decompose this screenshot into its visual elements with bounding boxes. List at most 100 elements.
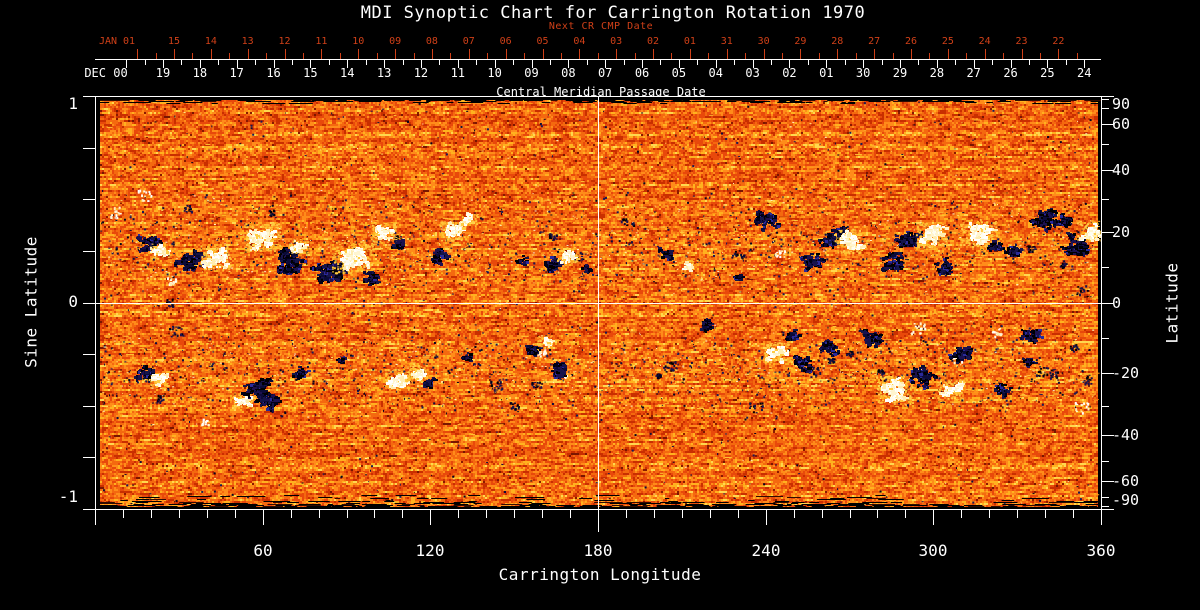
cmp-day-tick bbox=[420, 60, 422, 68]
next-cr-day-minor-tick bbox=[339, 53, 341, 59]
next-cr-day-tick bbox=[468, 49, 470, 59]
latitude-minor-tick bbox=[1102, 199, 1109, 200]
cmp-day-tick bbox=[678, 60, 680, 68]
longitude-minor-tick bbox=[514, 510, 515, 518]
cmp-month-label: DEC 00 bbox=[84, 66, 128, 80]
next-cr-day-minor-tick bbox=[1076, 53, 1078, 59]
latitude-tick-label: 60 bbox=[1112, 115, 1131, 133]
longitude-minor-tick bbox=[794, 510, 795, 518]
cmp-day-minor-tick bbox=[291, 60, 293, 65]
cmp-day-label: 27 bbox=[966, 66, 981, 80]
longitude-minor-tick bbox=[151, 510, 152, 518]
cmp-day-label: 19 bbox=[155, 66, 171, 80]
next-cr-day-minor-tick bbox=[524, 53, 526, 59]
next-cr-day-label: 23 bbox=[1015, 36, 1028, 47]
longitude-minor-tick bbox=[877, 510, 878, 518]
next-cr-day-label: 04 bbox=[573, 36, 586, 47]
cmp-day-minor-tick bbox=[513, 60, 515, 65]
cmp-day-minor-tick bbox=[992, 60, 994, 65]
cmp-day-tick bbox=[936, 60, 938, 68]
next-cr-day-label: 10 bbox=[352, 36, 365, 47]
next-cr-day-label: 31 bbox=[720, 36, 733, 47]
latitude-minor-tick bbox=[1102, 406, 1109, 407]
next-cr-day-tick bbox=[247, 49, 249, 59]
cmp-day-minor-tick bbox=[365, 60, 367, 65]
latitude-minor-tick bbox=[1102, 99, 1109, 100]
next-cr-day-minor-tick bbox=[929, 53, 931, 59]
next-cr-day-minor-tick bbox=[745, 53, 747, 59]
next-cr-day-minor-tick bbox=[818, 53, 820, 59]
next-cr-day-minor-tick bbox=[376, 53, 378, 59]
cmp-day-minor-tick bbox=[255, 60, 257, 65]
cmp-day-tick bbox=[199, 60, 201, 68]
latitude-tick bbox=[1102, 481, 1114, 482]
cmp-axis-line bbox=[95, 59, 1101, 60]
longitude-minor-tick bbox=[654, 510, 655, 518]
cmp-day-tick bbox=[273, 60, 275, 68]
latitude-tick bbox=[1102, 124, 1114, 125]
chart-title: MDI Synoptic Chart for Carrington Rotati… bbox=[360, 3, 866, 23]
sine-latitude-tick bbox=[83, 251, 95, 252]
next-cr-day-label: 28 bbox=[831, 36, 844, 47]
next-cr-day-minor-tick bbox=[487, 53, 489, 59]
longitude-tick bbox=[598, 510, 599, 532]
longitude-minor-tick bbox=[235, 510, 236, 518]
longitude-minor-tick bbox=[682, 510, 683, 518]
longitude-tick bbox=[766, 510, 767, 525]
next-cr-day-minor-tick bbox=[1003, 53, 1005, 59]
cmp-day-minor-tick bbox=[144, 60, 146, 65]
latitude-tick-label: -20 bbox=[1112, 364, 1140, 382]
next-cr-day-minor-tick bbox=[671, 53, 673, 59]
longitude-tick-label: 360 bbox=[1086, 541, 1116, 560]
cmp-day-label: 28 bbox=[929, 66, 945, 80]
latitude-tick-label: -40 bbox=[1112, 426, 1140, 444]
next-cr-day-tick bbox=[653, 49, 655, 59]
longitude-minor-tick bbox=[989, 510, 990, 518]
cmp-day-label: 15 bbox=[303, 66, 318, 80]
latitude-tick-label: -90 bbox=[1112, 491, 1140, 509]
longitude-minor-tick bbox=[207, 510, 208, 518]
longitude-tick-label: 240 bbox=[751, 541, 781, 560]
cmp-day-minor-tick bbox=[955, 60, 957, 65]
longitude-minor-tick bbox=[542, 510, 543, 518]
next-cr-day-label: 05 bbox=[536, 36, 549, 47]
next-cr-day-tick bbox=[689, 49, 691, 59]
next-cr-day-tick bbox=[174, 49, 175, 59]
next-cr-day-minor-tick bbox=[155, 53, 157, 59]
next-cr-day-label: 11 bbox=[315, 36, 328, 47]
next-cr-day-tick bbox=[616, 49, 618, 59]
sine-latitude-tick-label: -1 bbox=[58, 487, 78, 506]
cmp-day-label: 04 bbox=[708, 66, 723, 80]
cmp-day-tick bbox=[126, 60, 127, 68]
cmp-day-tick bbox=[900, 60, 901, 68]
next-cr-day-label: 24 bbox=[978, 36, 991, 47]
next-cr-day-tick bbox=[874, 49, 876, 59]
carrington-longitude-axis-title: Carrington Longitude bbox=[498, 565, 702, 584]
cmp-day-tick bbox=[863, 60, 865, 68]
next-cr-day-minor-tick bbox=[450, 53, 452, 59]
cmp-day-minor-tick bbox=[439, 60, 441, 65]
sine-latitude-tick bbox=[83, 148, 95, 149]
next-cr-day-tick bbox=[431, 49, 433, 59]
longitude-minor-tick bbox=[486, 510, 487, 518]
next-cr-day-tick bbox=[1058, 49, 1060, 59]
cmp-day-label: 26 bbox=[1003, 66, 1018, 80]
longitude-tick-label: 60 bbox=[253, 541, 273, 560]
next-cr-day-tick bbox=[395, 49, 397, 59]
next-cr-day-label: 01 bbox=[683, 36, 696, 47]
next-cr-day-tick bbox=[542, 49, 544, 59]
next-cr-day-tick bbox=[800, 49, 802, 59]
next-cr-day-label: 22 bbox=[1052, 36, 1065, 47]
cmp-day-tick bbox=[826, 60, 828, 68]
next-cr-day-tick bbox=[579, 49, 581, 59]
cmp-day-label: 18 bbox=[192, 66, 208, 80]
cmp-day-minor-tick bbox=[402, 60, 404, 65]
next-cr-day-minor-tick bbox=[708, 53, 710, 59]
cmp-day-label: 03 bbox=[745, 66, 760, 80]
next-cr-day-tick bbox=[726, 49, 728, 59]
cmp-day-label: 13 bbox=[376, 66, 392, 80]
sine-latitude-tick-label: 0 bbox=[68, 292, 78, 311]
next-cr-day-label: 07 bbox=[462, 36, 475, 47]
cmp-day-label: 05 bbox=[671, 66, 687, 80]
latitude-tick-label: -60 bbox=[1112, 472, 1140, 490]
